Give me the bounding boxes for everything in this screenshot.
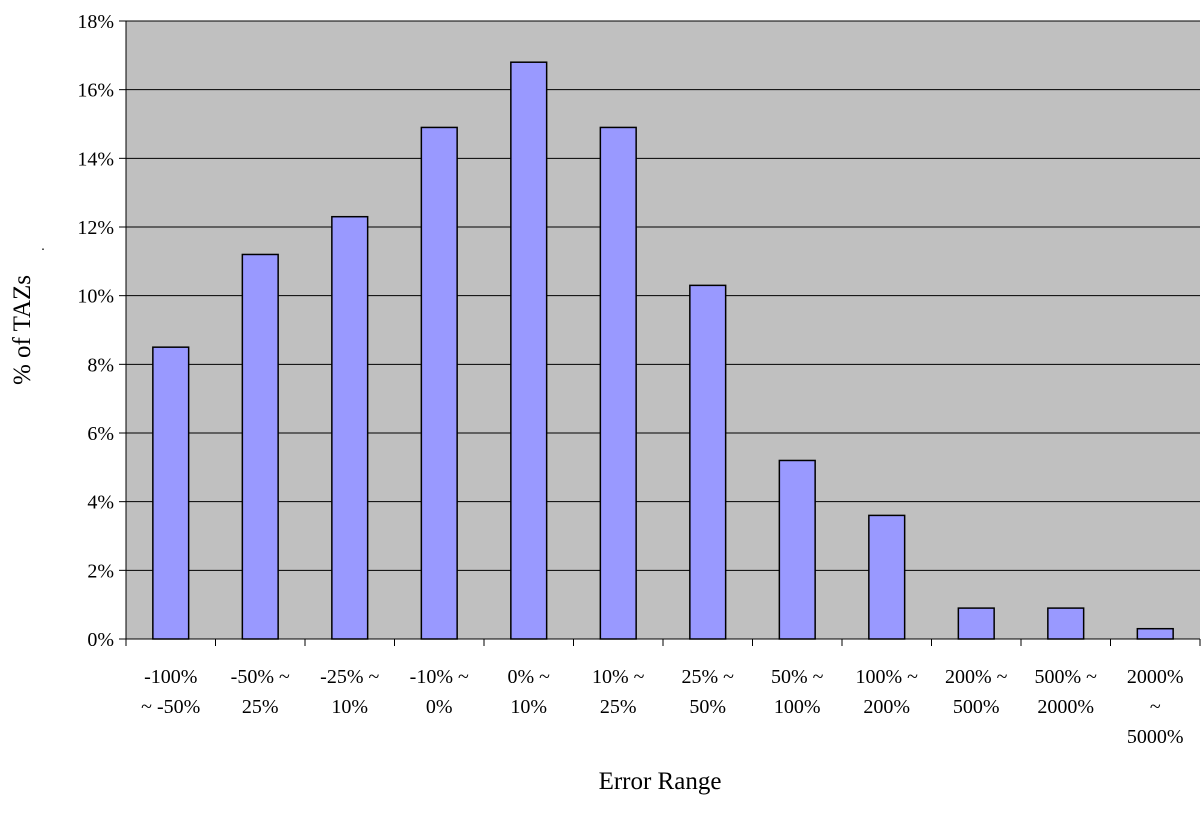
y-axis-title-suffix: . [41,239,45,254]
bars [152,61,1174,640]
x-tick-label: 200% ~500% [945,666,1008,718]
y-tick-labels: 0% 2% 4% 6% 8% 10% 12% 14% 16% 18% [77,11,114,651]
bar [957,607,995,640]
y-axis-title: % of TAZs [9,275,36,385]
axes [119,20,1201,646]
bar [1136,627,1174,640]
y-tick-label: 16% [77,80,114,102]
bar [510,61,548,640]
x-tick-label: -50% ~25% [231,666,290,718]
x-tick-label: -10% ~0% [410,666,469,718]
bar [331,215,369,640]
y-tick-label: 8% [87,354,114,376]
y-tick-label: 18% [77,11,114,33]
bar [599,126,637,640]
bar [778,459,816,640]
gridlines [126,20,1200,571]
bar [689,284,727,640]
x-tick-label: -100% ~ -50% [141,666,200,718]
x-axis-title: Error Range [599,768,722,795]
y-tick-label: 2% [87,560,114,582]
x-tick-label: 10% ~25% [592,666,645,718]
bar [152,346,190,640]
y-tick-label: 14% [77,148,114,170]
x-tick-labels: -100% ~ -50% -50% ~25% -25% ~10% -10% ~0% 0% … [141,666,1183,748]
y-tick-label: 0% [87,629,114,651]
y-tick-label: 4% [87,492,114,514]
x-tick-label: 500% ~2000% [1035,666,1098,718]
y-tick-label: 10% [77,286,114,308]
bar [1047,607,1085,640]
plot-area [126,21,1200,639]
x-tick-label: -25% ~10% [320,666,379,718]
bar [868,514,906,640]
x-tick-label: 100% ~200% [856,666,919,718]
y-tick-label: 12% [77,217,114,239]
bar [241,253,279,640]
x-tick-label: 25% ~50% [682,666,735,718]
x-tick-label: 2000% ~5000% [1127,666,1184,748]
bar [420,126,458,640]
x-tick-label: 0% ~10% [508,666,551,718]
x-tick-label: 50% ~100% [771,666,824,718]
y-tick-label: 6% [87,423,114,445]
